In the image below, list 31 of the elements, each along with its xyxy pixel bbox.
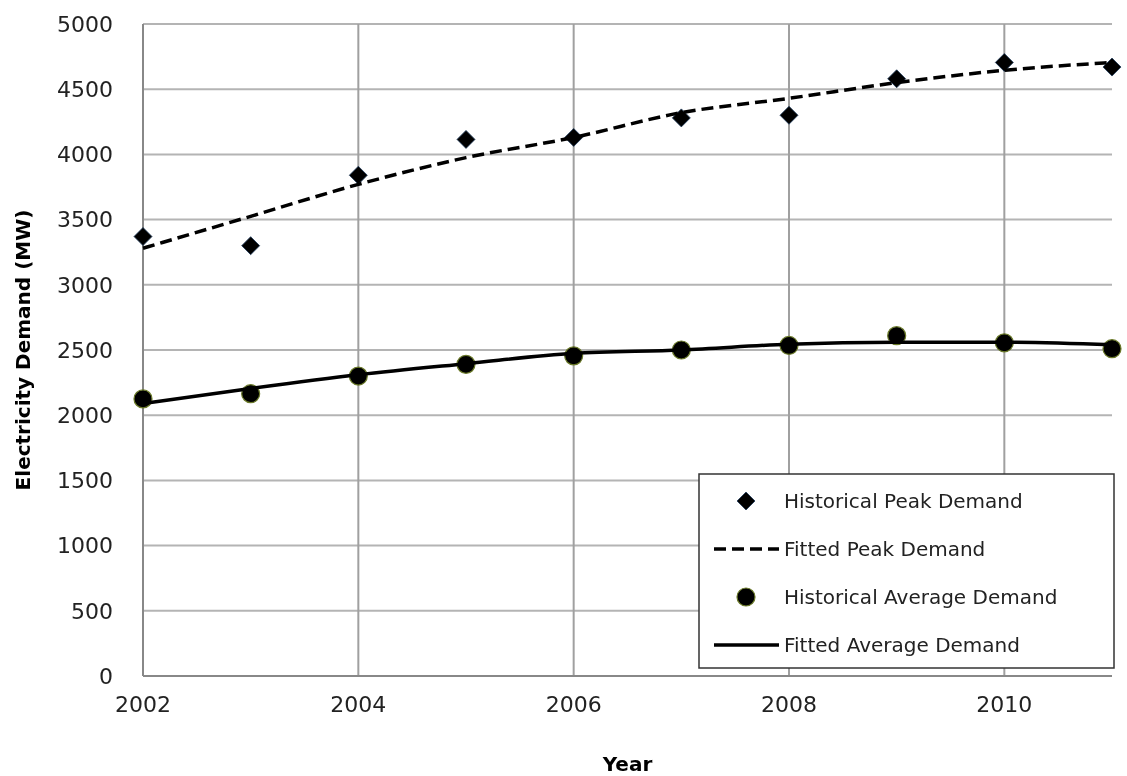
y-tick-label: 3000 — [57, 272, 113, 298]
x-axis-title: Year — [601, 752, 653, 776]
y-tick-label: 4000 — [57, 142, 113, 168]
point — [241, 236, 261, 256]
y-tick-label: 1000 — [57, 533, 113, 559]
point — [133, 227, 153, 246]
y-tick-label: 1500 — [57, 468, 113, 494]
point — [887, 69, 907, 89]
point — [671, 108, 691, 128]
point — [779, 105, 799, 125]
x-tick-label: 2006 — [545, 692, 602, 717]
point — [994, 53, 1014, 72]
legend-label: Historical Peak Demand — [784, 489, 1023, 513]
point — [456, 130, 476, 149]
y-tick-label: 500 — [71, 598, 113, 624]
y-axis-title: Electricity Demand (MW) — [11, 209, 35, 491]
point — [1102, 57, 1122, 77]
point — [348, 165, 368, 185]
legend-label: Fitted Peak Demand — [784, 537, 986, 561]
x-tick-label: 2002 — [115, 692, 171, 717]
legend-label: Historical Average Demand — [784, 585, 1058, 609]
y-tick-label: 5000 — [57, 11, 113, 37]
y-tick-label: 4500 — [57, 76, 113, 102]
x-tick-label: 2010 — [976, 692, 1033, 717]
y-tick-label: 2000 — [57, 402, 113, 428]
x-tick-label: 2008 — [761, 692, 817, 717]
y-tick-label: 3500 — [57, 207, 113, 233]
legend-label: Fitted Average Demand — [784, 633, 1020, 657]
y-tick-label: 2500 — [57, 337, 113, 363]
y-tick-label: 0 — [99, 663, 113, 689]
x-tick-label: 2004 — [330, 692, 387, 717]
